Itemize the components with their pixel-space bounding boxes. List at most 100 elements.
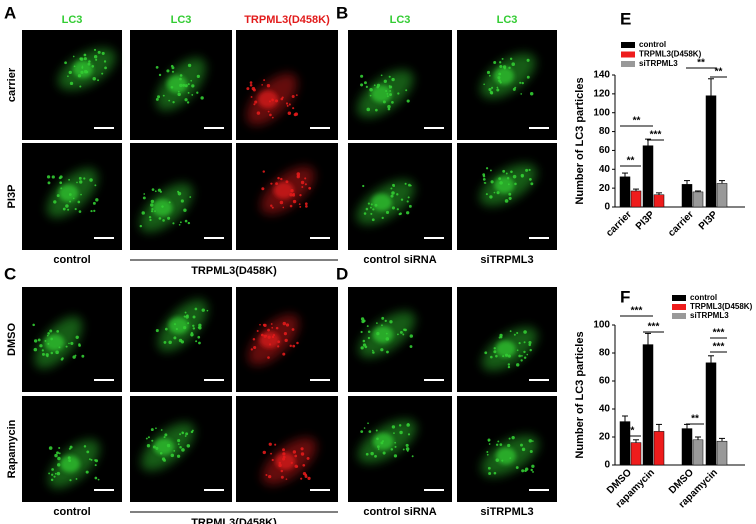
puncta (97, 50, 101, 54)
puncta (190, 332, 194, 337)
cell-core (59, 455, 80, 473)
cell-core (153, 438, 175, 456)
puncta (515, 466, 519, 469)
puncta (375, 108, 378, 112)
puncta (249, 81, 253, 84)
puncta (191, 94, 194, 96)
puncta (181, 448, 185, 452)
puncta (45, 353, 49, 357)
puncta (523, 341, 526, 344)
column-header: TRPML3(D458K) (244, 14, 330, 26)
puncta (409, 334, 413, 338)
puncta (187, 63, 192, 68)
puncta (172, 101, 175, 104)
puncta (93, 54, 98, 59)
puncta (271, 335, 275, 339)
puncta (150, 210, 154, 213)
puncta (376, 83, 381, 87)
puncta (254, 100, 258, 104)
significance-label: ** (697, 58, 705, 69)
legend-label: control (639, 40, 666, 49)
puncta (295, 94, 298, 97)
puncta (507, 183, 510, 186)
puncta (67, 208, 70, 211)
puncta (292, 450, 297, 454)
puncta (78, 176, 82, 180)
puncta (50, 337, 53, 341)
x-tick-label: carrier (666, 209, 696, 239)
puncta (407, 433, 411, 436)
panel-label: F (620, 287, 630, 306)
puncta (184, 311, 187, 314)
puncta (305, 205, 308, 208)
puncta (302, 471, 307, 476)
column-header: LC3 (497, 14, 518, 26)
puncta (407, 196, 410, 199)
puncta (262, 170, 265, 173)
puncta (177, 439, 181, 443)
cell-core (371, 193, 393, 211)
puncta (495, 354, 498, 358)
puncta (263, 323, 267, 328)
bar (705, 362, 717, 466)
puncta (296, 341, 299, 345)
puncta (180, 199, 184, 203)
puncta (270, 452, 273, 455)
y-tick-label: 80 (599, 126, 611, 137)
puncta (493, 471, 497, 475)
puncta (78, 344, 81, 347)
error-bar (684, 180, 690, 185)
puncta (163, 458, 166, 462)
puncta (387, 107, 391, 111)
bar (681, 184, 693, 208)
puncta (275, 99, 279, 103)
puncta (514, 182, 517, 186)
puncta (386, 95, 389, 98)
puncta (366, 325, 369, 328)
puncta (292, 199, 297, 204)
footer-label: TRPML3(D458K) (191, 265, 277, 277)
puncta (300, 452, 305, 456)
puncta (53, 200, 57, 204)
puncta (304, 183, 307, 186)
puncta (499, 61, 502, 64)
puncta (531, 440, 534, 442)
puncta (95, 58, 98, 61)
puncta (103, 60, 107, 63)
puncta (170, 453, 175, 458)
puncta (290, 189, 294, 193)
puncta (529, 348, 532, 352)
puncta (366, 107, 371, 112)
significance-label: ** (715, 67, 723, 78)
puncta (377, 448, 380, 450)
puncta (41, 349, 44, 352)
legend-swatch (672, 304, 686, 310)
puncta (490, 180, 494, 184)
puncta (200, 96, 204, 100)
puncta (516, 349, 519, 352)
bar (619, 176, 631, 208)
puncta (485, 193, 488, 196)
puncta (177, 443, 180, 445)
puncta (520, 174, 524, 178)
footer-label: control siRNA (363, 506, 436, 518)
puncta (79, 85, 82, 88)
puncta (65, 204, 69, 208)
puncta (516, 363, 520, 367)
puncta (275, 326, 279, 330)
column-header: LC3 (390, 14, 411, 26)
puncta (51, 175, 55, 179)
bar (716, 440, 728, 466)
error-bar (695, 190, 701, 192)
puncta (57, 456, 61, 461)
puncta (380, 441, 384, 445)
y-tick-label: 80 (599, 348, 611, 359)
puncta (61, 357, 64, 360)
puncta (41, 352, 45, 356)
puncta (294, 112, 299, 116)
puncta (85, 470, 89, 474)
puncta (484, 182, 487, 184)
puncta (367, 422, 369, 425)
puncta (509, 330, 512, 333)
puncta (370, 451, 374, 456)
